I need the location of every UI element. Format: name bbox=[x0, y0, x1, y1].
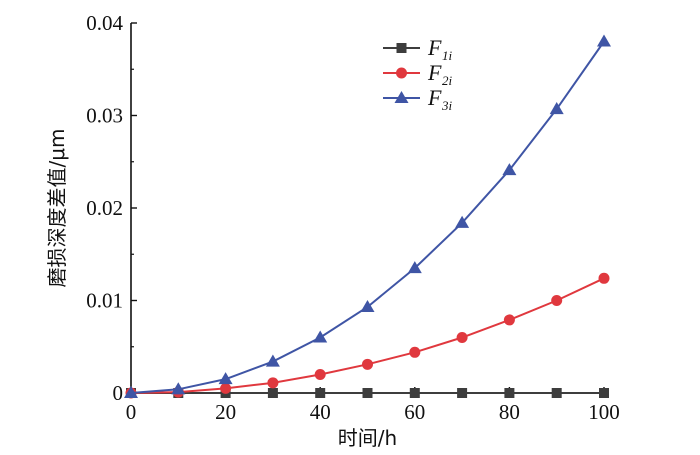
x-axis-label: 时间/h bbox=[338, 426, 397, 450]
data-point-3i bbox=[407, 261, 422, 274]
data-point-1i bbox=[599, 388, 609, 398]
data-point-3i bbox=[124, 386, 138, 399]
axes bbox=[130, 23, 604, 394]
data-point-3i bbox=[360, 299, 375, 313]
data-point-3i bbox=[218, 372, 233, 385]
data-point-1i bbox=[362, 388, 373, 398]
y-tick-label: 0.03 bbox=[86, 104, 123, 128]
data-point-1i bbox=[315, 388, 326, 398]
data-point-3i bbox=[313, 330, 328, 343]
y-tick-label: 0.04 bbox=[86, 11, 123, 35]
legend-label: F bbox=[427, 85, 442, 110]
x-tick-label: 100 bbox=[588, 400, 620, 424]
x-tick-label: 40 bbox=[310, 400, 331, 424]
data-point-1i bbox=[551, 388, 562, 398]
axis-ticks: 0 20 40 60 80 100 0 0.01 0.02 0.03 0.04 bbox=[86, 11, 620, 424]
data-point-2i bbox=[551, 295, 563, 306]
data-point-2i bbox=[598, 272, 610, 284]
data-point-3i bbox=[265, 354, 280, 367]
legend-item-2i: F 2i bbox=[383, 60, 453, 88]
data-point-1i bbox=[267, 388, 278, 398]
data-point-2i bbox=[362, 358, 373, 370]
y-tick-label: 0.02 bbox=[86, 196, 123, 220]
y-tick-label: 0 bbox=[113, 381, 124, 405]
x-tick-label: 0 bbox=[126, 400, 137, 424]
series-2i bbox=[125, 272, 610, 399]
legend-marker bbox=[396, 43, 407, 53]
legend: F 1iF 2iF 3i bbox=[383, 35, 453, 113]
data-point-2i bbox=[456, 332, 468, 343]
legend-label-subscript: 3i bbox=[441, 98, 453, 113]
y-tick-label: 0.01 bbox=[86, 289, 123, 313]
data-point-1i bbox=[504, 388, 515, 398]
data-point-2i bbox=[409, 346, 421, 358]
legend-label-subscript: 2i bbox=[442, 73, 453, 88]
series-line-2i bbox=[130, 277, 605, 394]
data-point-1i bbox=[409, 388, 420, 398]
data-point-2i bbox=[503, 314, 515, 326]
series-line-3i bbox=[130, 40, 605, 394]
x-tick-label: 20 bbox=[215, 400, 236, 424]
data-point-2i bbox=[314, 369, 326, 380]
x-tick-label: 80 bbox=[499, 400, 520, 424]
data-point-2i bbox=[267, 377, 279, 389]
series-layer bbox=[124, 34, 611, 399]
legend-label: F bbox=[427, 60, 442, 85]
series-3i bbox=[124, 34, 611, 399]
legend-item-1i: F 1i bbox=[383, 35, 453, 63]
data-point-3i bbox=[455, 215, 470, 228]
data-point-2i bbox=[220, 382, 232, 394]
y-axis-label: 磨损深度差值/μm bbox=[45, 129, 69, 288]
data-point-3i bbox=[549, 102, 564, 115]
x-tick-label: 60 bbox=[404, 400, 425, 424]
data-point-3i bbox=[502, 163, 517, 176]
legend-marker bbox=[394, 91, 409, 104]
data-point-3i bbox=[597, 34, 611, 47]
data-point-3i bbox=[171, 382, 186, 395]
legend-label: F bbox=[427, 35, 442, 60]
data-point-1i bbox=[457, 388, 468, 398]
legend-label-subscript: 1i bbox=[442, 48, 453, 63]
legend-marker bbox=[396, 67, 407, 79]
legend-item-3i: F 3i bbox=[383, 85, 453, 113]
